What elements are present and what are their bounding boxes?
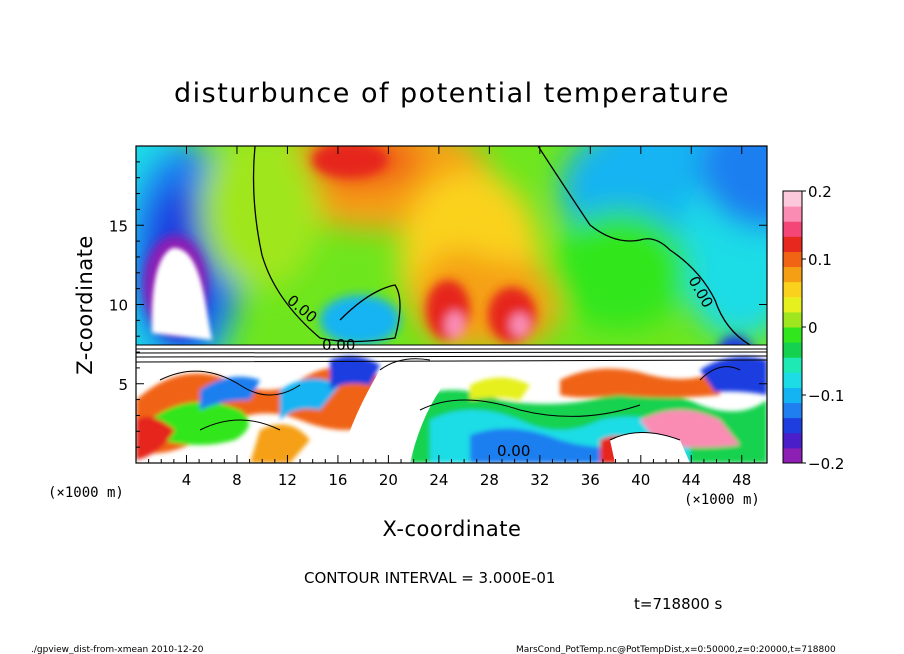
footer-left: ./gpview_dist-from-xmean 2010-12-20	[31, 645, 204, 654]
time-label: t=718800 s	[634, 595, 722, 613]
colorbar-segment	[783, 357, 802, 373]
colorbar-segment	[783, 206, 802, 222]
colorbar-segment	[783, 281, 802, 298]
x-tick-label: 48	[732, 471, 751, 489]
x-tick-label: 20	[379, 471, 398, 489]
colorbar-segment	[783, 236, 802, 252]
contour-interval: CONTOUR INTERVAL = 3.000E-01	[304, 569, 555, 587]
x-tick-label: 24	[429, 471, 448, 489]
x-tick-label: 28	[480, 471, 499, 489]
x-unit-label: (×1000 m)	[48, 485, 124, 501]
lower-layer	[136, 345, 767, 463]
contour-lines	[136, 146, 767, 441]
contour-label: 0.00	[497, 442, 530, 460]
colorbar-segment	[783, 342, 802, 358]
chart-title: disturbunce of potential temperature	[174, 78, 730, 109]
plot-field	[136, 146, 767, 463]
x-axis: 4 8 12 16 20 24 28 32 36 40 44 48	[148, 146, 755, 489]
colorbar-segment	[783, 296, 802, 313]
x-axis-title: X-coordinate	[383, 517, 522, 541]
colorbar-segment	[783, 417, 802, 434]
colorbar-segment	[783, 447, 802, 464]
colorbar-segment	[783, 432, 802, 449]
colorbar-tick-label: 0	[808, 319, 818, 337]
y-tick-label: 5	[118, 376, 128, 394]
colorbar-tick-label: 0.1	[808, 251, 832, 269]
x-tick-label: 4	[182, 471, 192, 489]
colorbar-tick-label: −0.1	[808, 387, 844, 405]
x-tick-label: 40	[631, 471, 650, 489]
y-tick-label: 10	[109, 297, 128, 315]
colorbar-segment	[783, 251, 802, 268]
white-region-right	[610, 432, 690, 463]
contour-label: 0.00	[322, 336, 355, 354]
colorbar-tick-label: −0.2	[808, 455, 844, 473]
x-unit-label-right: (×1000 m)	[684, 492, 760, 508]
y-axis: 5 10 15	[109, 161, 767, 448]
colorbar-segment	[783, 311, 802, 328]
colorbar: 0.2 0.1 0 −0.1 −0.2	[782, 183, 844, 473]
white-region-center	[340, 351, 444, 463]
x-tick-label: 32	[530, 471, 549, 489]
x-tick-label: 36	[581, 471, 600, 489]
y-axis-title: Z-coordinate	[73, 235, 97, 375]
x-tick-label: 8	[232, 471, 242, 489]
footer-right: MarsCond_PotTemp.nc@PotTempDist,x=0:5000…	[516, 645, 836, 654]
x-tick-label: 16	[328, 471, 347, 489]
x-tick-label: 44	[682, 471, 701, 489]
colorbar-segment	[783, 372, 802, 388]
colorbar-segment	[783, 266, 802, 283]
colorbar-tick-label: 0.2	[808, 183, 832, 201]
colorbar-segment	[783, 387, 802, 404]
white-region-left	[151, 247, 212, 340]
colorbar-segment	[783, 221, 802, 237]
colorbar-segment	[783, 191, 802, 207]
colorbar-segment	[783, 327, 802, 343]
colorbar-segment	[783, 402, 802, 419]
y-tick-label: 15	[109, 217, 128, 235]
x-tick-label: 12	[278, 471, 297, 489]
